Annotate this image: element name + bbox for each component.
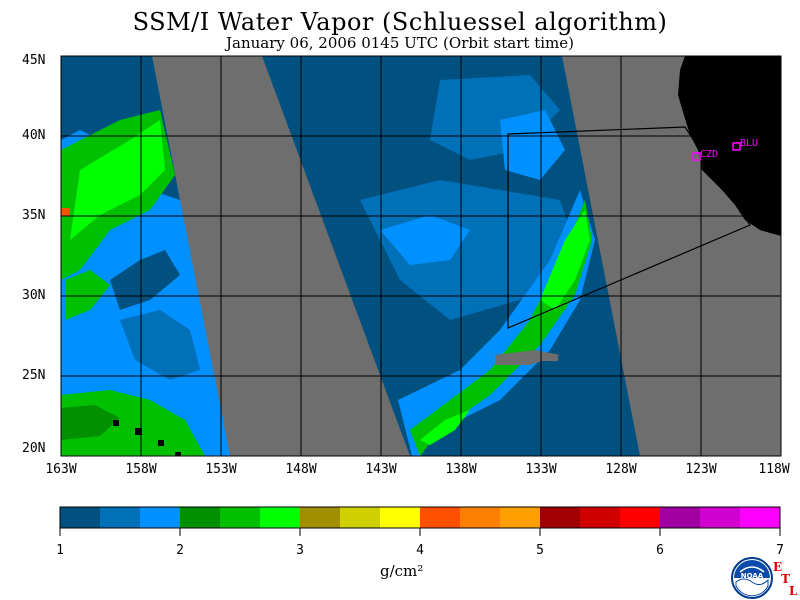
lat-label-20n: 20N [22, 441, 46, 456]
etl-letter-l: L [789, 584, 798, 598]
lat-label-40n: 40N [22, 128, 46, 143]
lat-label-30n: 30N [22, 288, 46, 303]
station-label-blu: BLU [740, 138, 758, 149]
lat-label-25n: 25N [22, 368, 46, 383]
analysis-region-outline [507, 126, 751, 329]
colorbar-tick-7: 7 [776, 543, 784, 558]
lon-label-118w: 118W [758, 462, 790, 477]
noaa-logo: NOAA [731, 557, 773, 599]
map-subtitle: January 06, 2006 0145 UTC (Orbit start t… [226, 34, 574, 52]
station-marker-blu[interactable] [732, 142, 741, 151]
etl-letter-e: E [773, 560, 783, 574]
colorbar-tick-1: 1 [56, 543, 64, 558]
lon-label-138w: 138W [445, 462, 477, 477]
colorbar-tick-6: 6 [656, 543, 664, 558]
colorbar-units: g/cm² [380, 562, 424, 580]
colorbar-tick-3: 3 [296, 543, 304, 558]
lon-label-133w: 133W [525, 462, 557, 477]
lat-label-45n: 45N [22, 53, 46, 68]
lat-label-35n: 35N [22, 208, 46, 223]
etl-letter-t: T [781, 572, 790, 586]
map-title: SSM/I Water Vapor (Schluessel algorithm) [132, 8, 668, 36]
lon-label-158w: 158W [125, 462, 157, 477]
colorbar-tick-5: 5 [536, 543, 544, 558]
station-label-czd: CZD [700, 149, 718, 160]
lon-label-143w: 143W [365, 462, 397, 477]
map-plot-area [61, 56, 781, 456]
north-america-land [678, 56, 781, 236]
noaa-logo-text: NOAA [741, 572, 764, 580]
station-marker-czd[interactable] [692, 152, 701, 161]
left-swath [61, 56, 230, 456]
lon-label-163w: 163W [45, 462, 77, 477]
middle-swath [262, 56, 640, 456]
lon-label-148w: 148W [285, 462, 317, 477]
colorbar-tick-2: 2 [176, 543, 184, 558]
colorbar-tick-4: 4 [416, 543, 424, 558]
lon-label-153w: 153W [205, 462, 237, 477]
lon-label-128w: 128W [605, 462, 637, 477]
lon-label-123w: 123W [685, 462, 717, 477]
lat-lon-grid [61, 56, 781, 456]
map-border [60, 55, 782, 457]
